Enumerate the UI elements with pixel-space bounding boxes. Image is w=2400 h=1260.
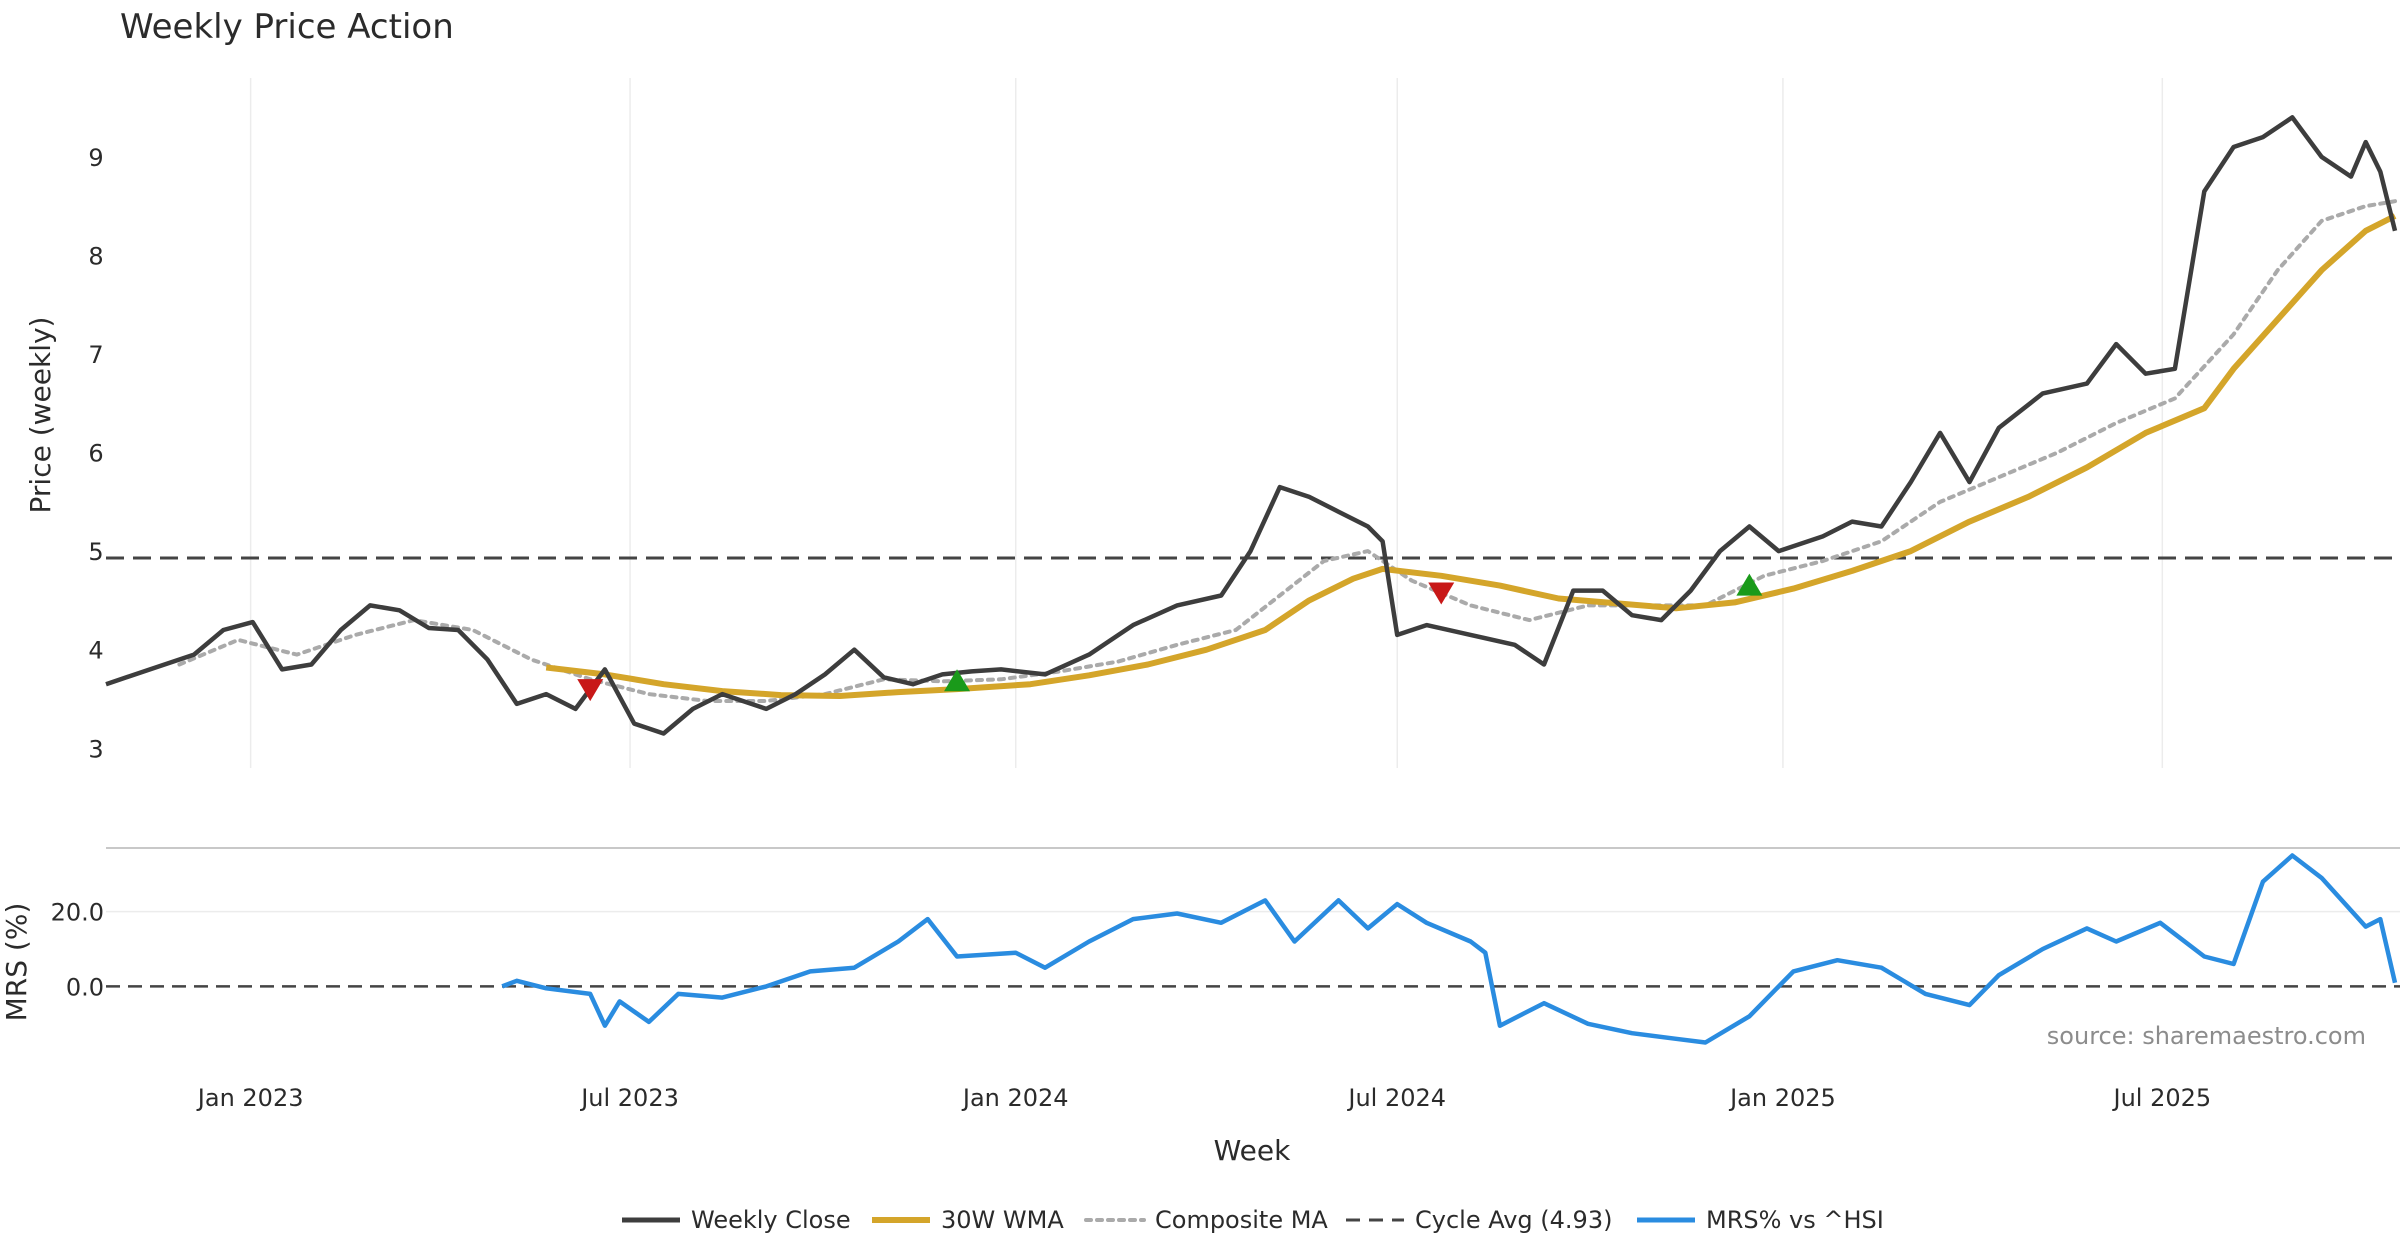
legend-label: Cycle Avg (4.93) bbox=[1415, 1206, 1612, 1234]
chart-title: Weekly Price Action bbox=[120, 7, 454, 47]
x-tick-label: Jan 2024 bbox=[961, 1084, 1069, 1112]
source-note: source: sharemaestro.com bbox=[2047, 1022, 2366, 1050]
weekly-close-line bbox=[105, 115, 2398, 736]
legend-label: Weekly Close bbox=[691, 1206, 851, 1234]
price-tick-label: 9 bbox=[88, 144, 103, 172]
mrs-tick-label: 20.0 bbox=[51, 899, 104, 927]
series-layer bbox=[105, 115, 2400, 1045]
legend-item-cycle: Cycle Avg (4.93) bbox=[1346, 1206, 1612, 1234]
x-tick-label: Jul 2025 bbox=[2111, 1084, 2211, 1112]
legend-item-wma: 30W WMA bbox=[872, 1206, 1064, 1234]
price-tick-label: 7 bbox=[88, 341, 103, 369]
sell-signal-marker bbox=[1428, 582, 1455, 605]
price-axis-label: Price (weekly) bbox=[24, 317, 57, 514]
x-axis-label: Week bbox=[1214, 1134, 1291, 1167]
buy-signal-marker bbox=[944, 669, 971, 692]
mrs-line bbox=[501, 853, 2398, 1045]
price-tick-label: 5 bbox=[88, 538, 103, 566]
grid-layer bbox=[106, 78, 2400, 913]
signal-layer bbox=[577, 573, 1763, 702]
price-tick-label: 8 bbox=[88, 242, 103, 270]
legend-item-weekly-close: Weekly Close bbox=[622, 1206, 851, 1234]
x-tick-label: Jul 2023 bbox=[579, 1084, 679, 1112]
legend-label: 30W WMA bbox=[941, 1206, 1064, 1234]
buy-signal-marker bbox=[1736, 573, 1763, 596]
wma-line bbox=[545, 213, 2397, 699]
price-tick-label: 3 bbox=[88, 735, 103, 763]
legend-label: MRS% vs ^HSI bbox=[1706, 1206, 1884, 1234]
price-tick-label: 6 bbox=[88, 440, 103, 468]
mrs-axis-label: MRS (%) bbox=[0, 903, 33, 1022]
mrs-tick-label: 0.0 bbox=[66, 973, 104, 1001]
x-tick-label: Jan 2023 bbox=[196, 1084, 304, 1112]
legend-item-composite: Composite MA bbox=[1084, 1206, 1328, 1234]
legend-item-mrs: MRS% vs ^HSI bbox=[1637, 1206, 1884, 1234]
x-tick-label: Jul 2024 bbox=[1346, 1084, 1446, 1112]
legend-label: Composite MA bbox=[1155, 1206, 1328, 1234]
sell-signal-marker bbox=[577, 679, 604, 702]
price-tick-label: 4 bbox=[88, 637, 103, 665]
composite-line bbox=[177, 199, 2397, 703]
legend: Weekly Close 30W WMA Composite MA Cycle Avg… bbox=[622, 1206, 1884, 1234]
x-tick-label: Jan 2025 bbox=[1728, 1084, 1836, 1112]
tick-layer: Jan 2023 Jul 2023 Jan 2024 Jul 2024 Jan 2025… bbox=[51, 144, 2212, 1112]
